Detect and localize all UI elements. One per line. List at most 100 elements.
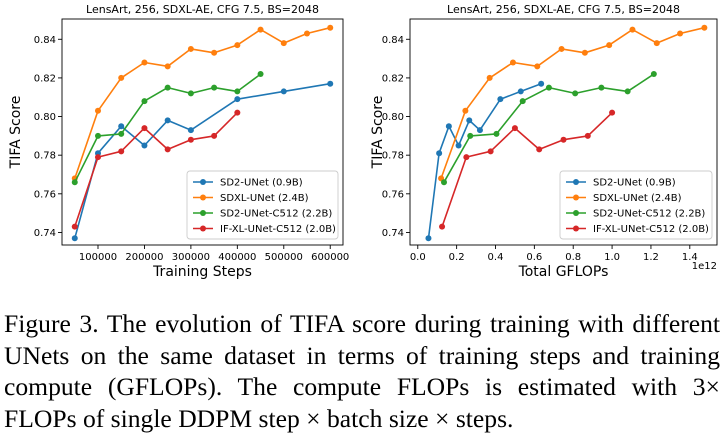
x-tick-label: 100000: [79, 252, 117, 263]
data-point: [280, 88, 287, 95]
data-point: [71, 223, 78, 230]
legend-entry: SD2-UNet (0.9B): [220, 178, 303, 189]
y-tick-label: 0.74: [34, 228, 56, 239]
x-tick-label: 300000: [172, 252, 210, 263]
x-tick-label: 1.0: [604, 252, 620, 263]
data-point: [211, 132, 218, 139]
data-point: [94, 107, 101, 114]
y-axis-label: TIFA Score: [370, 96, 386, 170]
data-point: [629, 26, 636, 33]
chart-panel-2: LensArt, 256, SDXL-AE, CFG 7.5, BS=2048 0…: [370, 3, 718, 280]
data-point: [584, 132, 591, 139]
data-point: [304, 30, 311, 37]
data-point: [534, 63, 541, 70]
data-point: [519, 98, 526, 105]
y-tick-label: 0.74: [382, 228, 404, 239]
data-point: [538, 80, 545, 87]
data-point: [118, 74, 125, 81]
data-point: [509, 59, 516, 66]
data-point: [94, 154, 101, 161]
data-point: [327, 24, 334, 31]
data-point: [187, 127, 194, 134]
data-point: [118, 130, 125, 137]
data-point: [517, 88, 524, 95]
legend-marker: [200, 210, 206, 216]
series-line-2: [440, 26, 705, 179]
chart-title: LensArt, 256, SDXL-AE, CFG 7.5, BS=2048: [447, 3, 680, 16]
y-tick-label: 0.84: [34, 35, 56, 46]
y-tick-label: 0.78: [382, 151, 404, 162]
data-point: [234, 109, 241, 116]
legend-entry: SD2-UNet-C512 (2.2B): [220, 209, 332, 220]
data-point: [462, 107, 469, 114]
data-point: [164, 63, 171, 70]
caption-text: The evolution of TIFA score during train…: [4, 309, 720, 433]
data-point: [677, 30, 684, 37]
data-point: [476, 127, 483, 134]
legend-box: [186, 170, 339, 240]
legend-entry: IF-XL-UNet-C512 (2.0B): [593, 224, 709, 235]
data-point: [497, 96, 504, 103]
caption-label: Figure 3.: [4, 309, 99, 338]
y-tick-label: 0.82: [382, 73, 404, 84]
y-tick-label: 0.76: [34, 189, 56, 200]
x-tick-label: 0.6: [526, 252, 542, 263]
legend-entry: SD2-UNet (0.9B): [593, 178, 676, 189]
x-tick-label: 200000: [125, 252, 163, 263]
data-point: [624, 88, 631, 95]
y-axis-label: TIFA Score: [8, 96, 24, 170]
data-point: [327, 80, 334, 87]
data-point: [445, 123, 452, 130]
data-point: [441, 179, 448, 186]
x-axis-label: Training Steps: [152, 264, 252, 280]
x-tick-label: 0.0: [410, 252, 426, 263]
data-point: [598, 84, 605, 91]
data-point: [609, 109, 616, 116]
data-point: [560, 136, 567, 143]
series-line-2: [74, 26, 331, 179]
figure-caption: Figure 3. The evolution of TIFA score du…: [4, 308, 720, 434]
data-point: [436, 150, 443, 157]
data-point: [211, 84, 218, 91]
data-point: [94, 132, 101, 139]
data-point: [581, 49, 588, 56]
x-exponent-label: 1e12: [692, 261, 717, 272]
legend-marker: [200, 225, 206, 232]
series-line-4: [74, 112, 238, 227]
plot-frame: [61, 18, 344, 246]
x-tick-label: 1.4: [682, 252, 698, 263]
data-point: [455, 142, 462, 149]
data-point: [118, 123, 125, 130]
x-tick-label: 400000: [218, 252, 256, 263]
legend-marker: [573, 179, 579, 185]
data-point: [606, 42, 613, 49]
data-point: [141, 125, 148, 132]
data-point: [653, 40, 660, 47]
legend-box: [559, 170, 713, 240]
data-point: [466, 117, 473, 124]
x-tick-label: 0.4: [488, 252, 504, 263]
data-point: [187, 90, 194, 97]
series-line-4: [441, 112, 613, 227]
y-tick-label: 0.84: [382, 35, 404, 46]
data-point: [71, 235, 78, 242]
data-point: [425, 235, 432, 242]
data-point: [257, 71, 264, 78]
figure: LensArt, 256, SDXL-AE, CFG 7.5, BS=2048 0…: [8, 3, 718, 280]
chart-title: LensArt, 256, SDXL-AE, CFG 7.5, BS=2048: [86, 3, 319, 16]
data-point: [486, 74, 493, 81]
chart-panel-1: LensArt, 256, SDXL-AE, CFG 7.5, BS=2048 0…: [8, 3, 349, 280]
y-tick-label: 0.78: [34, 151, 56, 162]
data-point: [118, 148, 125, 155]
data-point: [141, 59, 148, 66]
y-tick-label: 0.82: [34, 73, 56, 84]
legend: SD2-UNet (0.9B) SDXL-UNet (2.4B) SD2-UNet-…: [186, 170, 339, 240]
legend: SD2-UNet (0.9B) SDXL-UNet (2.4B) SD2-UNet-…: [559, 170, 713, 240]
data-point: [493, 130, 500, 137]
legend-marker: [200, 194, 206, 201]
data-point: [558, 45, 565, 52]
data-point: [572, 90, 579, 97]
x-tick-label: 1.2: [643, 252, 659, 263]
plot-frame: [409, 18, 718, 246]
x-tick-label: 600000: [311, 252, 349, 263]
